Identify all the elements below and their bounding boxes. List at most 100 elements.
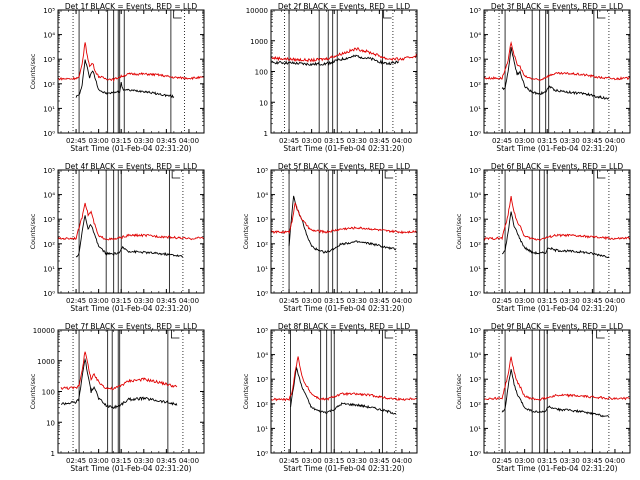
x-tick-label: 03:00 [515, 137, 535, 145]
chart-title: Det 9f BLACK = Events, RED = LLD [491, 322, 624, 331]
y-tick-label: 10³ [43, 56, 55, 64]
x-axis-label: Start Time (01-Feb-04 02:31:20) [496, 464, 617, 473]
y-tick-label: 1 [51, 450, 55, 458]
y-tick-label: 1000 [37, 358, 55, 366]
y-axis-label: Counts/sec [242, 213, 250, 249]
x-tick-label: 03:45 [369, 137, 389, 145]
y-tick-label: 100 [42, 389, 55, 397]
x-tick-label: 03:45 [582, 457, 602, 465]
bracket-marker [384, 330, 394, 339]
x-tick-label: 03:45 [156, 297, 176, 305]
series-line-black [501, 211, 610, 258]
x-tick-label: 03:30 [560, 457, 580, 465]
y-tick-label: 10⁰ [256, 450, 268, 458]
y-tick-label: 10⁵ [43, 167, 55, 175]
chart-title: Det 8f BLACK = Events, RED = LLD [278, 322, 411, 331]
y-tick-label: 10⁴ [469, 192, 481, 200]
bracket-marker [596, 330, 605, 339]
y-tick-label: 10⁴ [256, 192, 268, 200]
y-tick-label: 1000 [250, 38, 268, 46]
x-tick-label: 02:45 [492, 137, 512, 145]
x-tick-label: 02:45 [66, 457, 86, 465]
x-tick-label: 03:45 [582, 137, 602, 145]
x-tick-label: 03:00 [302, 137, 322, 145]
series-line-red [484, 41, 630, 81]
x-tick-label: 04:00 [392, 457, 412, 465]
x-tick-label: 04:00 [392, 137, 412, 145]
x-tick-label: 03:15 [111, 457, 131, 465]
x-tick-label: 03:45 [582, 297, 602, 305]
y-tick-label: 10¹ [469, 425, 481, 433]
chart-title: Det 4f BLACK = Events, RED = LLD [65, 162, 198, 171]
series-line-black [501, 47, 609, 100]
y-tick-label: 10⁵ [256, 167, 268, 175]
plot-frame [270, 169, 418, 294]
chart-title: Det 1f BLACK = Events, RED = LLD [65, 2, 198, 11]
y-tick-label: 10² [469, 401, 481, 409]
x-tick-label: 03:00 [515, 457, 535, 465]
bracket-marker [171, 330, 180, 339]
plot-frame [483, 9, 631, 134]
y-tick-label: 10⁵ [469, 327, 481, 335]
y-tick-label: 10⁴ [43, 32, 55, 40]
y-tick-label: 100 [255, 69, 268, 77]
bracket-marker [597, 170, 606, 179]
y-tick-label: 10¹ [469, 105, 481, 113]
x-tick-label: 02:45 [492, 297, 512, 305]
x-axis-label: Start Time (01-Feb-04 02:31:20) [70, 304, 191, 313]
plot-frame [270, 329, 418, 454]
detector-panel-4: 10⁰ 10¹ 10² 10³ 10⁴ 10⁵ 02:45 03:00 03:15 03:30 03… [29, 162, 205, 313]
x-tick-label: 04:00 [179, 457, 199, 465]
x-tick-label: 03:15 [324, 457, 344, 465]
series-line-red [271, 202, 417, 235]
y-tick-label: 10⁵ [469, 7, 481, 15]
detector-panel-7: 1 10 100 1000 10000 02:45 03:00 03:15 03:30 03:45… [29, 322, 205, 473]
x-tick-label: 03:30 [560, 137, 580, 145]
x-tick-label: 04:00 [179, 297, 199, 305]
y-tick-label: 10³ [469, 56, 481, 64]
y-tick-label: 10⁵ [43, 7, 55, 15]
y-axis-label: Counts/sec [29, 213, 37, 249]
x-tick-label: 03:30 [347, 457, 367, 465]
y-tick-label: 10⁰ [469, 130, 481, 138]
chart-title: Det 6f BLACK = Events, RED = LLD [491, 162, 624, 171]
series-line-red [484, 356, 630, 402]
x-axis-label: Start Time (01-Feb-04 02:31:20) [70, 144, 191, 153]
x-axis-label: Start Time (01-Feb-04 02:31:20) [496, 304, 617, 313]
plot-frame [483, 169, 631, 294]
x-tick-label: 03:30 [347, 137, 367, 145]
series-line-black [290, 366, 396, 415]
x-tick-label: 03:15 [111, 137, 131, 145]
y-tick-label: 10³ [469, 376, 481, 384]
detector-panel-2: 1 10 100 1000 10000 02:45 03:00 03:15 03:30 03:45… [246, 2, 418, 153]
x-tick-label: 03:45 [156, 137, 176, 145]
bracket-marker [383, 10, 392, 19]
x-tick-label: 02:45 [66, 297, 86, 305]
y-axis-label: Counts/sec [455, 373, 463, 409]
x-tick-label: 03:00 [515, 297, 535, 305]
x-axis-label: Start Time (01-Feb-04 02:31:20) [283, 464, 404, 473]
x-tick-label: 03:00 [89, 137, 109, 145]
x-axis-label: Start Time (01-Feb-04 02:31:20) [283, 304, 404, 313]
series-line-red [58, 202, 204, 241]
x-tick-label: 03:30 [134, 137, 154, 145]
y-axis-label: Counts/sec [29, 53, 37, 89]
chart-title: Det 3f BLACK = Events, RED = LLD [491, 2, 624, 11]
x-tick-label: 04:00 [605, 297, 625, 305]
y-tick-label: 10³ [256, 216, 268, 224]
chart-title: Det 5f BLACK = Events, RED = LLD [278, 162, 411, 171]
y-tick-label: 10¹ [256, 425, 268, 433]
x-tick-label: 03:00 [89, 457, 109, 465]
series-line-red [58, 42, 204, 82]
detector-panel-8: 10⁰ 10¹ 10² 10³ 10⁴ 10⁵ 02:45 03:00 03:15 03:30 03… [242, 322, 418, 473]
x-tick-label: 03:30 [134, 297, 154, 305]
plot-frame [270, 9, 418, 134]
y-tick-label: 10⁴ [43, 192, 55, 200]
x-tick-label: 03:00 [89, 297, 109, 305]
detector-panel-3: 10⁰ 10¹ 10² 10³ 10⁴ 10⁵ 02:45 03:00 03:15 03:30 03… [469, 2, 631, 153]
x-tick-label: 02:45 [279, 457, 299, 465]
bracket-marker [384, 170, 394, 179]
x-tick-label: 04:00 [605, 137, 625, 145]
detector-panel-9: 10⁰ 10¹ 10² 10³ 10⁴ 10⁵ 02:45 03:00 03:15 03:30 03… [455, 322, 631, 473]
